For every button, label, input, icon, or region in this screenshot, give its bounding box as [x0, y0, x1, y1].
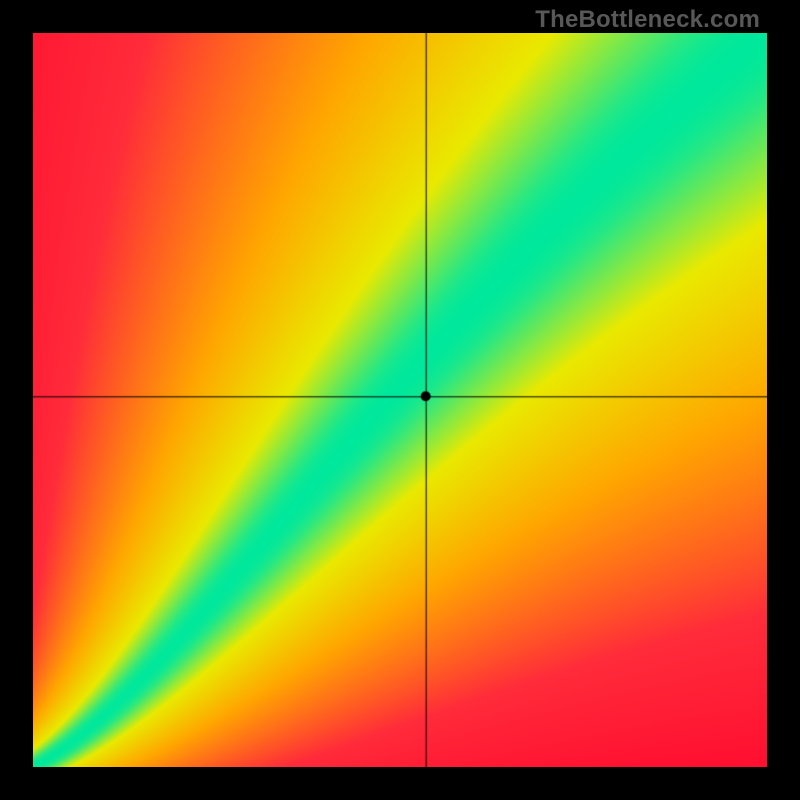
watermark-text: TheBottleneck.com [535, 6, 760, 34]
chart-container: TheBottleneck.com [0, 0, 800, 800]
bottleneck-heatmap [33, 33, 767, 767]
